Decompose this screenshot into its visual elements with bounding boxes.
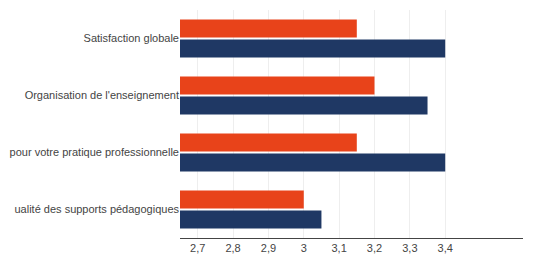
svg-text:2,9: 2,9	[261, 242, 276, 254]
svg-text:3,2: 3,2	[367, 242, 382, 254]
svg-text:pour votre pratique profession: pour votre pratique professionnelle	[10, 146, 179, 158]
svg-text:3,4: 3,4	[438, 242, 453, 254]
svg-text:3,1: 3,1	[331, 242, 346, 254]
svg-text:3: 3	[301, 242, 307, 254]
svg-text:2,7: 2,7	[190, 242, 205, 254]
svg-text:Satisfaction globale: Satisfaction globale	[84, 32, 179, 44]
svg-text:ualité des supports pédagogiqu: ualité des supports pédagogiques	[14, 203, 179, 215]
svg-text:3,3: 3,3	[402, 242, 417, 254]
svg-text:2,8: 2,8	[225, 242, 240, 254]
svg-text:Organisation de l'enseignement: Organisation de l'enseignement	[25, 89, 179, 101]
